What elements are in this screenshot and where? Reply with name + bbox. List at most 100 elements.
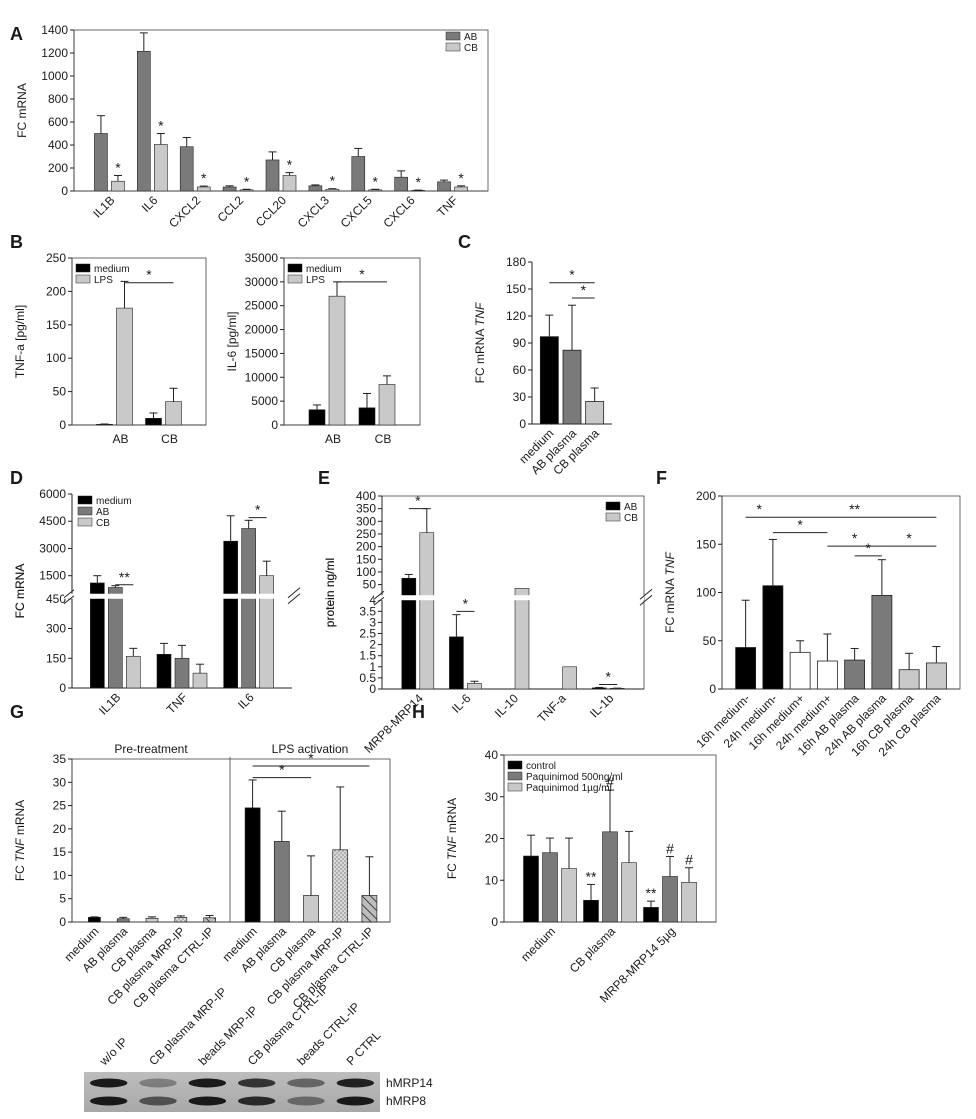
chart-e-y-tick-label: 0.5 (359, 671, 376, 685)
chart-f-y-tick-label: 100 (696, 586, 716, 600)
blot-lane-label: P CTRL (344, 1028, 384, 1068)
chart-d-bar (156, 653, 172, 689)
chart-b-il6-significance-mark: * (359, 266, 365, 282)
chart-e-x-tick-label: IL-10 (492, 691, 521, 720)
chart-a-x-tick-label: CXCL3 (295, 193, 332, 230)
chart-h-significance-mark: # (685, 852, 693, 868)
chart-b-il6-y-tick-label: 15000 (245, 346, 279, 360)
blot-band (237, 1096, 276, 1106)
chart-b-tnf-legend-swatch (75, 263, 91, 273)
blot-lane-label: CB plasma CTRL-IP (245, 981, 332, 1068)
panel-letter-f: F (656, 468, 667, 488)
chart-a-significance-mark: * (115, 159, 121, 175)
chart-d-axis-break-mark (63, 589, 75, 599)
chart-g-bar (203, 917, 216, 923)
chart-b-tnf-y-axis-label: TNF-a [pg/ml] (13, 305, 27, 378)
chart-a-x-tick-label: CXCL2 (166, 193, 203, 230)
chart-f-significance-mark: * (797, 517, 803, 533)
chart-c-bar (539, 336, 559, 425)
chart-h-y-tick-label: 30 (485, 790, 499, 804)
chart-e-y-tick-label: 300 (356, 514, 376, 528)
blot-band (139, 1096, 177, 1106)
chart-b-il6-y-tick-label: 35000 (245, 251, 279, 265)
chart-b-il6-legend-swatch (287, 274, 303, 284)
chart-a-bar (282, 175, 297, 192)
chart-f-significance-mark: * (757, 501, 763, 517)
chart-f-bar (925, 662, 947, 690)
chart-e-y-axis-label: protein ng/ml (323, 558, 337, 627)
chart-a-bar (154, 144, 168, 192)
chart-e-y-tick-label: 2.5 (359, 627, 376, 641)
panel-letter-e: E (318, 468, 330, 488)
chart-d-bar (241, 528, 256, 689)
chart-e-y-tick-label: 350 (356, 502, 376, 516)
chart-a-significance-mark: * (158, 118, 164, 134)
chart-h-legend-label: Paquinimod 500ng/ml (526, 772, 623, 783)
panel-letter-h: H (412, 702, 425, 722)
chart-g-bar (303, 895, 319, 923)
chart-b-tnf-x-tick-label: CB (161, 432, 178, 446)
chart-h-significance-mark: # (666, 840, 674, 856)
chart-d-legend-swatch (77, 495, 93, 505)
chart-b-tnf-y-tick-label: 250 (46, 251, 66, 265)
chart-e-y-tick-label: 50 (363, 578, 377, 592)
chart-a-bar (265, 159, 280, 192)
chart-e-x-tick-label: IL-1b (587, 691, 616, 720)
chart-a-frame (73, 29, 489, 192)
chart-a-y-tick-label: 600 (48, 115, 68, 129)
chart-g-bar (88, 916, 101, 923)
chart-a-x-tick-label: IL6 (139, 193, 161, 215)
chart-b-tnf-bar (165, 401, 182, 426)
chart-f-y-tick-label: 0 (709, 682, 716, 696)
chart-b-il6-bar (308, 409, 326, 426)
chart-d-axis-break-gap (64, 593, 292, 599)
chart-h-legend-label: Paquinimod 1µg/ml (526, 783, 612, 794)
chart-a-bar (179, 146, 194, 192)
chart-h-y-tick-label: 40 (485, 748, 499, 762)
chart-h-bar (583, 899, 599, 923)
chart-d-y-tick-label: 450 (46, 592, 66, 606)
chart-g-bar (116, 918, 130, 923)
chart-b-il6-y-tick-label: 20000 (245, 323, 279, 337)
chart-b-tnf-y-tick-label: 200 (46, 284, 66, 298)
chart-e-significance-mark: * (605, 669, 611, 685)
chart-a-bar (94, 133, 108, 192)
chart-a-y-tick-label: 200 (48, 161, 68, 175)
chart-a-bar (308, 185, 323, 192)
chart-e-bar (514, 588, 530, 690)
chart-d-bar (174, 657, 190, 689)
blot-band (188, 1078, 227, 1088)
chart-d-bar (126, 655, 141, 689)
chart-e-y-tick-label: 4 (369, 593, 376, 607)
chart-d-bar (108, 587, 123, 689)
chart-d-legend-label: medium (96, 496, 132, 507)
chart-e-bar (591, 687, 607, 690)
chart-c-y-tick-label: 90 (513, 336, 527, 350)
chart-e-legend-swatch (605, 512, 621, 522)
chart-f-y-tick-label: 200 (696, 489, 716, 503)
chart-a-significance-mark: * (330, 173, 336, 189)
chart-c-y-tick-label: 30 (513, 390, 527, 404)
chart-d-axis-break-mark (287, 593, 301, 605)
chart-a-legend-label: CB (464, 43, 478, 54)
chart-b-tnf-frame (71, 257, 207, 426)
chart-a-y-tick-label: 0 (61, 184, 68, 198)
chart-d-y-tick-label: 1500 (39, 569, 66, 583)
chart-c-y-tick-label: 60 (513, 363, 527, 377)
chart-h-significance-mark: ** (586, 868, 597, 884)
panel-letter-g: G (10, 702, 24, 722)
chart-e-bar (449, 636, 464, 690)
chart-g-y-tick-label: 25 (53, 799, 67, 813)
chart-e-x-tick-label: IL-6 (449, 691, 474, 716)
panel-letter-d: D (10, 468, 23, 488)
chart-a-x-tick-label: CXCL5 (338, 193, 375, 230)
chart-a-x-tick-label: CXCL6 (381, 193, 418, 230)
chart-d-legend-label: CB (96, 518, 110, 529)
chart-a-bar (239, 189, 254, 192)
chart-d-y-tick-label: 0 (59, 681, 66, 695)
chart-b-tnf-x-tick-label: AB (112, 432, 128, 446)
chart-b-tnf-y-tick-label: 0 (59, 418, 66, 432)
chart-e-axis-break-mark (373, 590, 385, 600)
chart-d-y-tick-label: 6000 (39, 487, 66, 501)
chart-g-y-tick-label: 0 (59, 915, 66, 929)
